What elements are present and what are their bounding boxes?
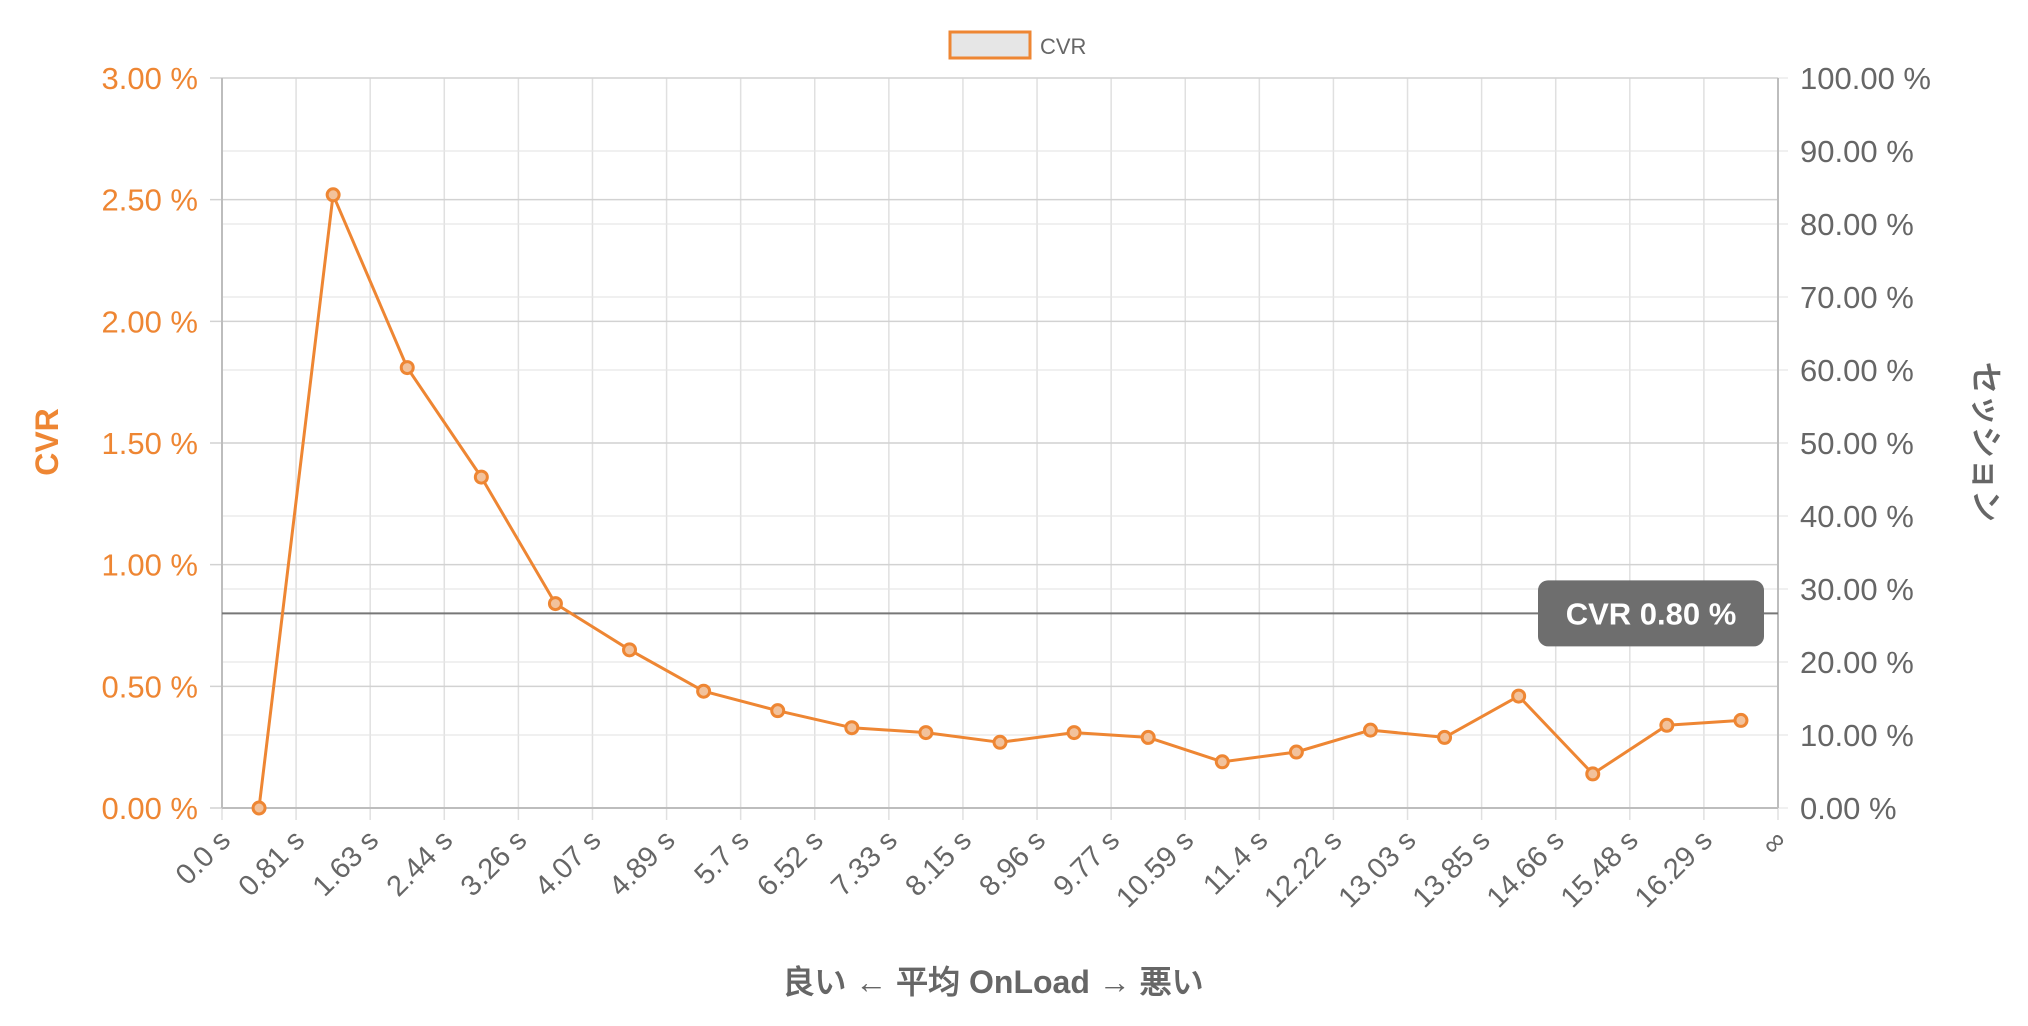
right-tick-label: 10.00 % (1800, 718, 1914, 753)
data-point[interactable] (547, 596, 563, 612)
right-tick-label: 30.00 % (1800, 572, 1914, 607)
left-axis-ticks: 0.00 % 0.50 % 1.00 % 1.50 % 2.00 % 2.50 % 3.00… (101, 61, 198, 826)
x-tick-label: 13.85 s (1407, 824, 1497, 914)
series-points-cvr (251, 187, 1749, 816)
x-tick-label: 3.26 s (455, 824, 533, 902)
left-tick-label: 0.50 % (101, 669, 198, 704)
grid-lines (210, 77, 1788, 820)
data-point[interactable] (1585, 766, 1601, 782)
data-point[interactable] (399, 360, 415, 376)
x-tick-label: 13.03 s (1333, 824, 1423, 914)
left-tick-label: 0.00 % (101, 791, 198, 826)
legend-label-cvr: CVR (1040, 34, 1086, 59)
right-tick-label: 40.00 % (1800, 499, 1914, 534)
x-tick-label: 15.48 s (1555, 824, 1645, 914)
x-tick-label: 6.52 s (751, 824, 829, 902)
annotation-label: CVR 0.80 % (1566, 596, 1737, 631)
data-point[interactable] (1437, 729, 1453, 745)
legend-swatch-cvr (948, 30, 1032, 60)
right-tick-label: 20.00 % (1800, 645, 1914, 680)
x-tick-label: 0.0 s (170, 824, 237, 891)
data-point[interactable] (622, 642, 638, 658)
x-tick-label: 16.29 s (1629, 824, 1719, 914)
x-tick-label: 14.66 s (1481, 824, 1571, 914)
right-tick-label: 100.00 % (1800, 61, 1931, 96)
right-axis-ticks: 0.00 % 10.00 % 20.00 % 30.00 % 40.00 % 50.00 … (1800, 61, 1931, 826)
data-point[interactable] (251, 800, 267, 816)
left-tick-label: 1.00 % (101, 548, 198, 583)
data-point[interactable] (473, 469, 489, 485)
data-point[interactable] (1066, 725, 1082, 741)
x-tick-label: ∞ (1756, 824, 1793, 861)
data-point[interactable] (1511, 688, 1527, 704)
data-point[interactable] (1659, 717, 1675, 733)
x-tick-label: 5.7 s (689, 824, 756, 891)
left-tick-label: 2.50 % (101, 183, 198, 218)
left-tick-label: 1.50 % (101, 426, 198, 461)
right-tick-label: 50.00 % (1800, 426, 1914, 461)
x-tick-label: 8.96 s (974, 824, 1052, 902)
data-point[interactable] (992, 734, 1008, 750)
x-tick-label: 4.07 s (529, 824, 607, 902)
data-point[interactable] (1733, 712, 1749, 728)
data-point[interactable] (844, 720, 860, 736)
right-tick-label: 60.00 % (1800, 353, 1914, 388)
series-cvr (251, 187, 1749, 816)
annotation: CVR 0.80 % (222, 580, 1778, 647)
right-tick-label: 70.00 % (1800, 280, 1914, 315)
data-point[interactable] (1362, 722, 1378, 738)
annotation-box (1538, 580, 1764, 647)
series-line-cvr (257, 193, 1742, 809)
left-tick-label: 2.00 % (101, 304, 198, 339)
data-point[interactable] (1140, 729, 1156, 745)
right-tick-label: 90.00 % (1800, 134, 1914, 169)
data-point[interactable] (918, 725, 934, 741)
x-axis-ticks: 0.0 s0.81 s1.63 s2.44 s3.26 s4.07 s4.89 … (170, 824, 1793, 914)
right-axis-title: セッション (1968, 362, 2004, 522)
x-tick-label: 8.15 s (899, 824, 977, 902)
data-point[interactable] (770, 703, 786, 719)
data-point[interactable] (696, 683, 712, 699)
x-tick-label: 0.81 s (233, 824, 311, 902)
x-tick-label: 12.22 s (1258, 824, 1348, 914)
legend[interactable]: CVR (948, 30, 1086, 60)
right-tick-label: 0.00 % (1800, 791, 1897, 826)
x-tick-label: 4.89 s (603, 824, 681, 902)
x-tick-label: 7.33 s (825, 824, 903, 902)
data-point[interactable] (1214, 754, 1230, 770)
x-tick-label: 10.59 s (1110, 824, 1200, 914)
data-point[interactable] (325, 187, 341, 203)
right-tick-label: 80.00 % (1800, 207, 1914, 242)
x-tick-label: 2.44 s (381, 824, 459, 902)
x-tick-label: 1.63 s (307, 824, 385, 902)
left-axis-title: CVR (29, 408, 65, 476)
x-axis-title: 良い ← 平均 OnLoad → 悪い (782, 964, 1203, 1000)
data-point[interactable] (1288, 744, 1304, 760)
left-tick-label: 3.00 % (101, 61, 198, 96)
